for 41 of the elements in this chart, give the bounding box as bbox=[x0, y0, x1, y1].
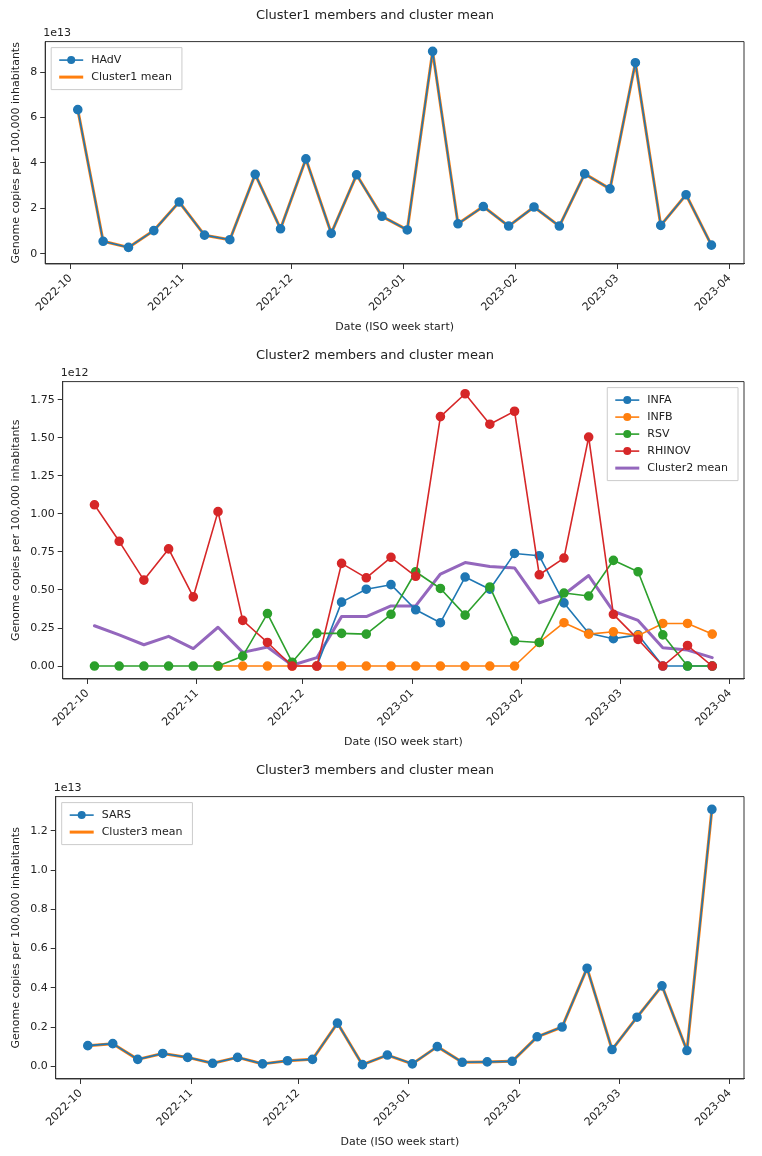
y-tick-label: 0 bbox=[30, 246, 38, 260]
y-tick-label: 1.2 bbox=[30, 823, 48, 837]
x-axis-title: Date (ISO week start) bbox=[343, 735, 463, 749]
legend-label: Cluster2 mean bbox=[647, 460, 729, 474]
legend-label: INFB bbox=[647, 409, 673, 423]
y-tick-label: 4 bbox=[30, 155, 38, 169]
y-tick-label: 1.0 bbox=[30, 862, 48, 876]
legend-label: Cluster1 mean bbox=[91, 69, 172, 83]
y-tick-label: 6 bbox=[30, 110, 38, 124]
y-axis-title: Genome copies per 100,000 inhabitants bbox=[9, 41, 23, 264]
chart-title: Cluster3 members and cluster mean bbox=[255, 762, 495, 778]
y-tick-label: 1.50 bbox=[30, 430, 55, 444]
legend-label: SARS bbox=[101, 807, 132, 821]
chart-title: Cluster2 members and cluster mean bbox=[255, 347, 495, 363]
y-tick-label: 0.2 bbox=[30, 1019, 48, 1033]
y-tick-label: 8 bbox=[30, 65, 38, 79]
y-tick-label: 1.25 bbox=[30, 468, 55, 482]
y-tick-label: 1.75 bbox=[30, 392, 55, 406]
text: 1e12 bbox=[60, 365, 89, 379]
y-tick-label: 2 bbox=[30, 201, 38, 215]
legend-label: HAdV bbox=[91, 52, 122, 66]
x-axis-title: Date (ISO week start) bbox=[335, 320, 454, 334]
chart-title: Cluster1 members and cluster mean bbox=[255, 7, 495, 23]
y-tick-label: 0.25 bbox=[30, 620, 55, 634]
y-tick-label: 0.0 bbox=[30, 1059, 48, 1073]
y-tick-label: 0.6 bbox=[30, 941, 48, 955]
y-tick-label: 0.75 bbox=[30, 544, 55, 558]
legend-label: RHINOV bbox=[647, 443, 692, 457]
y-tick-label: 0.8 bbox=[30, 902, 48, 916]
text: 1e13 bbox=[53, 780, 82, 794]
x-axis-title: Date (ISO week start) bbox=[340, 1135, 460, 1149]
legend-label: Cluster3 mean bbox=[101, 824, 183, 838]
legend-label: INFA bbox=[647, 392, 673, 406]
legend-label: RSV bbox=[647, 426, 670, 440]
y-tick-label: 0.4 bbox=[30, 980, 48, 994]
y-axis-title: Genome copies per 100,000 inhabitants bbox=[9, 419, 23, 641]
y-tick-label: 0.50 bbox=[30, 582, 55, 596]
text: 1e13 bbox=[43, 25, 71, 39]
y-tick-label: 1.00 bbox=[30, 506, 55, 520]
y-tick-label: 0.00 bbox=[30, 658, 55, 672]
y-axis-title: Genome copies per 100,000 inhabitants bbox=[9, 826, 23, 1049]
